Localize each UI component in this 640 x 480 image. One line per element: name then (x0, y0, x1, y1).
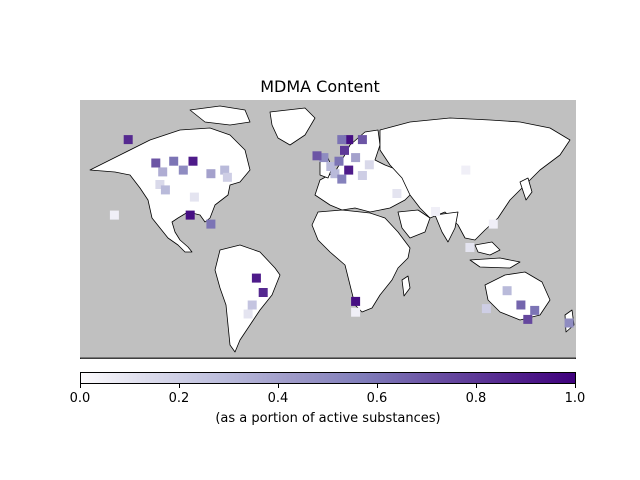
antarctica-edge (80, 357, 576, 359)
colorbar-tick-mark (575, 384, 576, 388)
data-cell (337, 174, 347, 184)
data-cell (530, 305, 540, 315)
data-cell (344, 165, 354, 175)
data-cell (158, 167, 168, 177)
data-cell (189, 192, 199, 202)
data-cell (351, 307, 361, 317)
data-cell (502, 286, 512, 296)
data-cell (357, 135, 367, 145)
madagascar (401, 275, 411, 297)
data-cell (151, 158, 161, 168)
data-cell (243, 309, 253, 319)
map-axes (80, 100, 576, 359)
japan (519, 177, 533, 201)
colorbar-tick-mark (377, 384, 378, 388)
data-cell (247, 300, 257, 310)
data-cell (312, 151, 322, 161)
data-cell (523, 314, 533, 324)
colorbar-tick-label: 0.8 (465, 391, 487, 406)
colorbar-tick-label: 1.0 (564, 391, 586, 406)
data-cell (344, 135, 354, 145)
south-america (214, 244, 281, 353)
data-cell (185, 210, 195, 220)
data-cell (258, 288, 268, 297)
data-cell (488, 219, 498, 229)
greenland (269, 107, 316, 146)
data-cell (319, 153, 329, 163)
data-cell (351, 153, 361, 163)
data-cell (109, 210, 119, 220)
map-title: MDMA Content (260, 77, 380, 96)
colorbar-label: (as a portion of active substances) (215, 411, 441, 426)
data-cell (392, 189, 402, 198)
southeast-asia-islands (474, 241, 501, 256)
colorbar (80, 372, 576, 384)
data-cell (188, 156, 198, 166)
arctic-islands (189, 105, 251, 126)
colorbar-tick-mark (278, 384, 279, 388)
data-cell (334, 156, 344, 166)
colorbar-tick-label: 0.2 (168, 391, 190, 406)
data-cell (431, 207, 440, 216)
data-cell (220, 165, 230, 175)
data-cell (564, 318, 574, 328)
data-cell (337, 135, 347, 145)
data-cell (357, 171, 367, 180)
data-cell (465, 243, 475, 252)
data-cell (123, 135, 133, 145)
data-cell (206, 219, 216, 229)
colorbar-tick-mark (80, 384, 81, 388)
indonesia (469, 257, 521, 269)
colorbar-tick-label: 0.6 (366, 391, 388, 406)
data-cells (109, 135, 574, 328)
data-cell (461, 165, 471, 175)
data-cell (251, 273, 261, 283)
north-america (89, 127, 251, 253)
data-cell (351, 296, 361, 306)
data-cell (330, 169, 340, 179)
data-cell (169, 156, 179, 166)
data-cell (364, 160, 374, 170)
data-cell (178, 165, 188, 175)
data-cell (326, 162, 336, 171)
data-cell (340, 145, 349, 155)
colorbar-tick-mark (476, 384, 477, 388)
colorbar-tick-label: 0.0 (69, 391, 91, 406)
colorbar-tick-label: 0.4 (267, 391, 289, 406)
africa (311, 209, 411, 313)
data-cell (160, 185, 170, 195)
arabia (397, 209, 431, 239)
colorbar-tick-mark (179, 384, 180, 388)
data-cell (516, 300, 526, 310)
data-cell (206, 169, 216, 179)
world-map (80, 100, 576, 359)
india (434, 211, 459, 243)
data-cell (222, 172, 232, 182)
data-cell (155, 180, 165, 189)
data-cell (481, 304, 491, 314)
